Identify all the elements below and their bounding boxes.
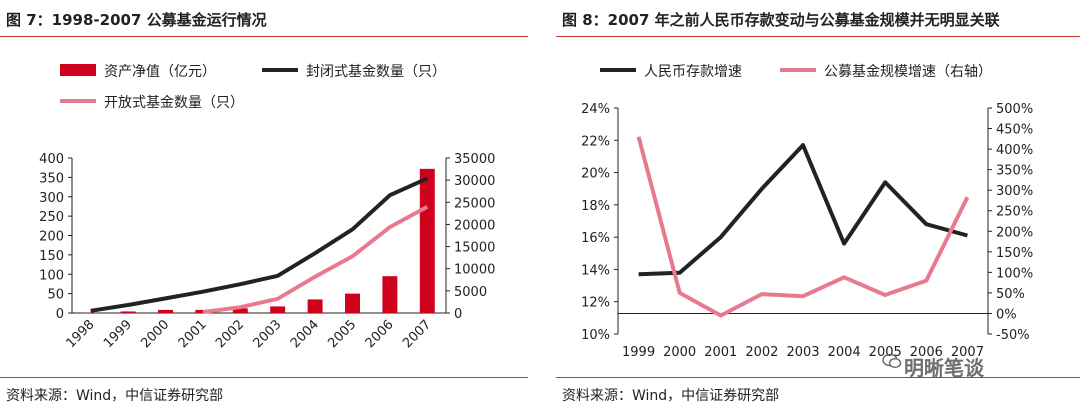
right-y-tick-label: 150%	[996, 246, 1033, 261]
bar-net-asset-2002	[232, 308, 248, 313]
left-y-tick-label: 250	[39, 210, 64, 225]
legend-label-fund-growth: 公募基金规模增速（右轴）	[824, 63, 992, 80]
left-y-tick-label: 150	[39, 249, 64, 264]
x-tick-label-2005: 2005	[869, 345, 902, 360]
right-y-tick-label: 250%	[996, 205, 1033, 220]
bar-net-asset-1999	[120, 311, 136, 313]
legend-swatch-net-asset	[60, 64, 96, 76]
x-tick-label-2002: 2002	[745, 345, 778, 360]
left-y-tick-label: 12%	[581, 296, 610, 311]
right-y-tick-label: 30000	[454, 174, 495, 189]
right-y-tick-label: 200%	[996, 225, 1033, 240]
line-fund-growth	[636, 136, 970, 318]
x-tick-label-2004: 2004	[288, 317, 322, 351]
bar-net-asset-2005	[345, 293, 360, 313]
right-y-tick-label: 400%	[996, 143, 1033, 158]
left-y-tick-label: 20%	[581, 167, 610, 182]
right-y-tick-label: 35000	[454, 152, 495, 167]
line-open-fund	[202, 204, 429, 315]
x-tick-label-2000: 2000	[138, 317, 172, 351]
bar-net-asset-2004	[307, 299, 323, 313]
right-chart: 人民币存款增速 公募基金规模增速（右轴） 10% 12% 14% 16% 18% 20% 22%…	[581, 63, 1033, 360]
left-y-tick-label: 350	[39, 171, 64, 186]
left-y-tick-label: 100	[39, 268, 64, 283]
left-y-tick-label: 24%	[581, 102, 610, 117]
bar-net-asset-2007	[419, 168, 435, 313]
x-tick-label-2007: 2007	[951, 345, 984, 360]
right-y-tick-label: 5000	[454, 285, 487, 300]
right-source-rule	[556, 377, 1080, 378]
line-closed-fund	[90, 176, 429, 313]
x-tick-label-2001: 2001	[176, 317, 210, 351]
x-tick-label-2002: 2002	[213, 317, 247, 351]
left-y-tick-label: 14%	[581, 263, 610, 278]
right-title-rule	[556, 36, 1080, 37]
left-y-tick-label: 22%	[581, 134, 610, 149]
x-tick-label-2007: 2007	[400, 317, 434, 351]
x-tick-label-1999: 1999	[622, 345, 655, 360]
left-y-tick-label: 16%	[581, 231, 610, 246]
line-deposit-growth	[638, 143, 968, 277]
left-figure: 图 7：1998-2007 公募基金运行情况 资产净值（亿元） 封闭式基金数量（只…	[0, 0, 528, 412]
right-y-tick-label: 0%	[996, 307, 1017, 322]
bar-net-asset-2006	[382, 276, 398, 313]
left-y-tick-label: 10%	[581, 328, 610, 343]
legend-label-net-asset: 资产净值（亿元）	[104, 64, 216, 80]
left-y-tick-label: 300	[39, 191, 64, 206]
x-tick-label-1998: 1998	[64, 317, 98, 351]
x-tick-label-2006: 2006	[363, 317, 397, 351]
right-y-tick-label: 50%	[996, 287, 1025, 302]
right-y-tick-label: 300%	[996, 184, 1033, 199]
bar-net-asset-2000	[158, 309, 173, 313]
legend-label-deposit-growth: 人民币存款增速	[644, 64, 742, 80]
right-y-tick-label: 25000	[454, 196, 495, 211]
left-y-tick-label: 0	[56, 307, 64, 322]
left-source: 资料来源：Wind，中信证券研究部	[6, 388, 224, 404]
x-tick-label-1999: 1999	[101, 317, 135, 351]
x-tick-label-2005: 2005	[325, 317, 359, 351]
wechat-icon	[882, 353, 902, 369]
left-y-tick-label: 400	[39, 152, 64, 167]
left-title-rule	[0, 36, 528, 37]
x-tick-label-2003: 2003	[251, 317, 285, 351]
right-y-tick-label: 15000	[454, 241, 495, 256]
legend-label-closed-fund: 封闭式基金数量（只）	[306, 63, 446, 80]
left-y-tick-label: 200	[39, 230, 64, 245]
legend-label-open-fund: 开放式基金数量（只）	[104, 94, 244, 111]
right-figure-title: 图 8：2007 年之前人民币存款变动与公募基金规模并无明显关联	[562, 11, 1000, 29]
x-tick-label-2004: 2004	[828, 345, 861, 360]
right-figure: 图 8：2007 年之前人民币存款变动与公募基金规模并无明显关联 人民币存款增速…	[556, 0, 1080, 412]
right-y-tick-label: 450%	[996, 123, 1033, 138]
left-y-tick-label: 18%	[581, 199, 610, 214]
right-y-tick-label: 100%	[996, 266, 1033, 281]
right-source: 资料来源：Wind，中信证券研究部	[562, 388, 780, 404]
right-y-tick-label: -50%	[996, 328, 1030, 343]
x-tick-label-2001: 2001	[704, 345, 737, 360]
left-y-tick-label: 50	[47, 288, 64, 303]
x-tick-label-2000: 2000	[663, 345, 696, 360]
right-y-tick-label: 500%	[996, 102, 1033, 117]
left-figure-title: 图 7：1998-2007 公募基金运行情况	[6, 11, 267, 29]
right-y-tick-label: 10000	[454, 263, 495, 278]
x-tick-label-2006: 2006	[910, 345, 943, 360]
left-chart: 资产净值（亿元） 封闭式基金数量（只） 开放式基金数量（只） 0 50 100 150 200…	[39, 63, 495, 351]
bar-net-asset-2003	[270, 306, 286, 313]
left-source-rule	[0, 377, 528, 378]
right-y-tick-label: 350%	[996, 164, 1033, 179]
watermark-text: 明晰笔谈	[904, 356, 984, 380]
right-y-tick-label: 20000	[454, 218, 495, 233]
right-y-tick-label: 0	[454, 307, 462, 322]
x-tick-label-2003: 2003	[786, 345, 819, 360]
